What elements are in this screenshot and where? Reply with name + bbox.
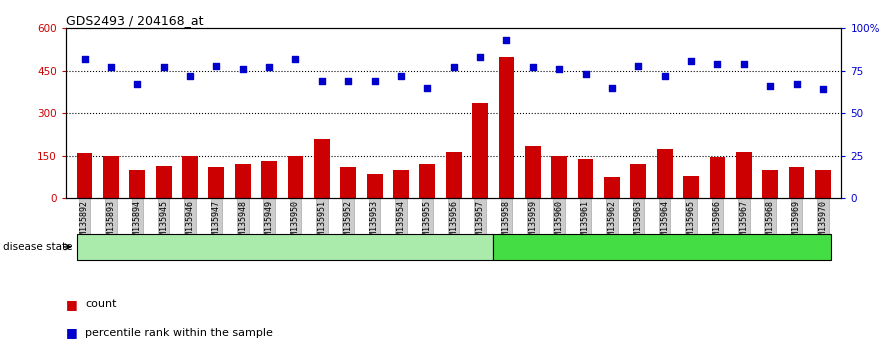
Point [737, 61, 751, 67]
Bar [393, 170, 409, 198]
Bar [182, 156, 198, 198]
Point [632, 63, 646, 69]
Point [394, 73, 408, 79]
Bar [631, 164, 647, 198]
Point [420, 85, 434, 91]
Point [710, 61, 724, 67]
Text: GDS2493 / 204168_at: GDS2493 / 204168_at [66, 14, 204, 27]
Text: count: count [85, 299, 117, 309]
Point [78, 56, 92, 62]
Point [684, 58, 698, 63]
Point [816, 87, 830, 92]
Point [447, 64, 461, 70]
Bar [525, 146, 541, 198]
Point [500, 38, 514, 43]
Bar [340, 167, 356, 198]
Bar [683, 176, 699, 198]
Bar [366, 174, 382, 198]
Point [262, 64, 276, 70]
Text: disease state: disease state [3, 242, 72, 252]
Point [315, 78, 329, 84]
Point [288, 56, 302, 62]
Bar [235, 164, 251, 198]
Point [367, 78, 381, 84]
Point [657, 73, 671, 79]
Point [104, 64, 118, 70]
Bar [209, 167, 225, 198]
Bar [419, 164, 435, 198]
Text: glucorticoid sensitive: glucorticoid sensitive [222, 240, 348, 253]
Bar [130, 170, 145, 198]
Bar [552, 156, 567, 198]
Bar [499, 57, 515, 198]
Text: ■: ■ [66, 298, 78, 311]
Bar [656, 149, 672, 198]
Point [605, 85, 619, 91]
Bar [788, 167, 804, 198]
Text: glucorticoid resistant: glucorticoid resistant [600, 240, 724, 253]
Bar [815, 170, 831, 198]
Bar [103, 156, 119, 198]
Bar [287, 156, 303, 198]
Point [341, 78, 355, 84]
Bar [578, 159, 594, 198]
Point [552, 66, 566, 72]
Point [789, 81, 803, 87]
Point [473, 55, 487, 60]
Bar [604, 177, 620, 198]
Bar [472, 103, 488, 198]
Bar [314, 139, 329, 198]
Point [130, 81, 144, 87]
Bar [736, 152, 751, 198]
Bar [261, 161, 277, 198]
Bar [77, 153, 93, 198]
Text: percentile rank within the sample: percentile rank within the sample [85, 328, 273, 338]
Point [526, 64, 540, 70]
Bar [709, 157, 725, 198]
Bar [446, 152, 462, 198]
Text: ■: ■ [66, 326, 78, 339]
Bar [156, 166, 172, 198]
Bar [762, 170, 778, 198]
Point [210, 63, 224, 69]
Point [157, 64, 171, 70]
Point [579, 72, 593, 77]
Point [763, 83, 777, 89]
Point [183, 73, 197, 79]
Point [236, 66, 250, 72]
